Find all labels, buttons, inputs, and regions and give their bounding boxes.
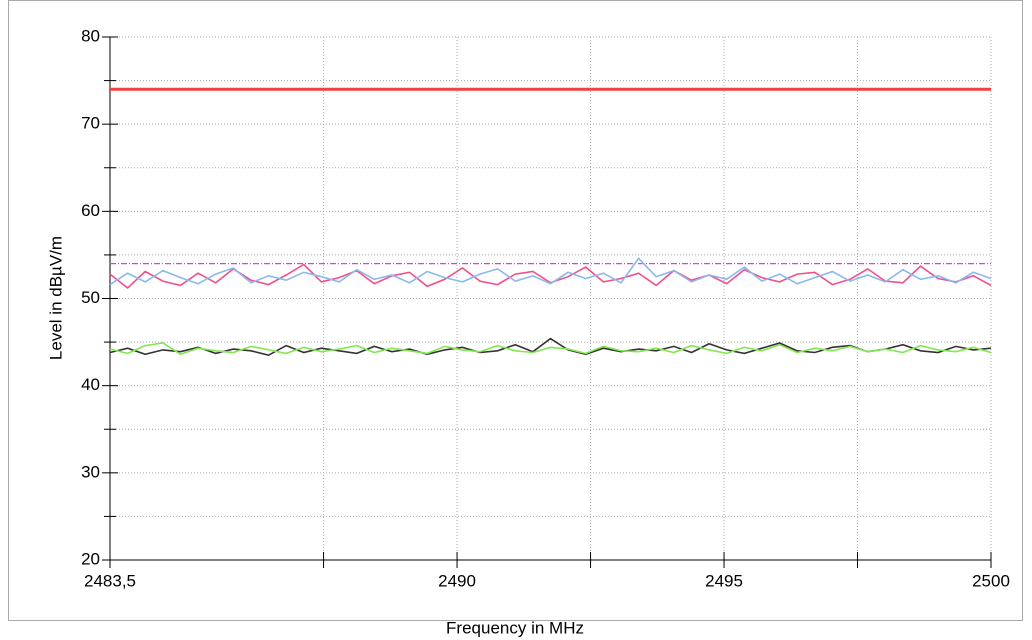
trace	[109, 257, 992, 286]
y-tick-label: 20	[81, 549, 100, 568]
y-tick-label: 40	[81, 375, 100, 394]
x-axis-title: Frequency in MHz	[446, 618, 584, 637]
y-axis-title: Level in dBµV/m	[46, 236, 65, 360]
y-tick-label: 30	[81, 462, 100, 481]
trace	[109, 337, 992, 357]
y-tick-label: 60	[81, 201, 100, 220]
x-tick-label: 2490	[438, 571, 476, 590]
y-tick-label: 50	[81, 288, 100, 307]
x-tick-label: 2483,5	[84, 571, 136, 590]
y-tick-label: 80	[81, 26, 100, 45]
x-tick-label: 2500	[972, 571, 1010, 590]
y-tick-label: 70	[81, 114, 100, 133]
frame	[8, 0, 1023, 621]
x-tick-label: 2495	[705, 571, 743, 590]
trace	[109, 342, 992, 356]
